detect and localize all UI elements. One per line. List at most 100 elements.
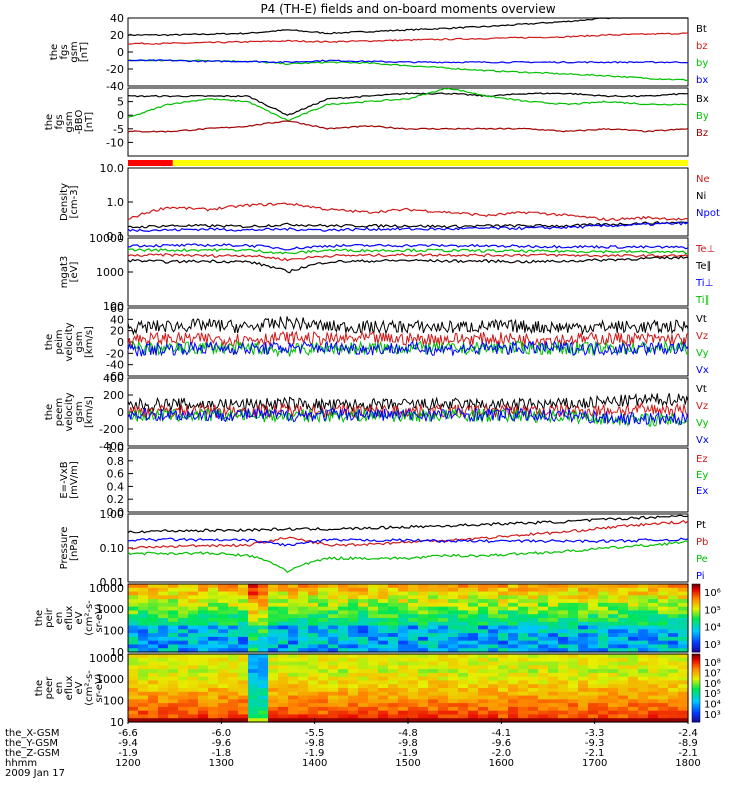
- heatmap-cell-peer_eflux: [298, 710, 309, 716]
- heatmap-cell-peer_eflux: [518, 676, 529, 682]
- heatmap-cell-peer_eflux: [208, 657, 219, 663]
- heatmap-cell-peir_eflux: [398, 618, 409, 623]
- heatmap-cell-peir_eflux: [388, 633, 399, 638]
- heatmap-cell-peer_eflux: [128, 684, 139, 689]
- ylabel-fgs_gse: fgs: [54, 114, 65, 129]
- heatmap-cell-peer_eflux: [548, 706, 559, 712]
- heatmap-cell-peir_eflux: [368, 606, 379, 612]
- ylabel-peim_velocity: velocity: [64, 322, 75, 361]
- heatmap-cell-peer_eflux: [388, 691, 399, 697]
- heatmap-cell-peir_eflux: [658, 606, 669, 612]
- heatmap-cell-peir_eflux: [488, 595, 499, 600]
- heatmap-cell-peir_eflux: [668, 621, 679, 627]
- heatmap-cell-peir_eflux: [198, 614, 209, 619]
- heatmap-cell-peir_eflux: [248, 610, 259, 615]
- heatmap-cell-peer_eflux: [338, 691, 349, 697]
- heatmap-cell-peir_eflux: [678, 602, 689, 608]
- heatmap-cell-peer_eflux: [638, 672, 649, 678]
- heatmap-cell-peir_eflux: [368, 602, 379, 608]
- heatmap-cell-peir_eflux: [568, 587, 579, 593]
- heatmap-cell-peir_eflux: [208, 602, 219, 608]
- xtick-label-z: -1.9: [305, 748, 325, 759]
- ytick-label-fgs_gse: 5: [117, 96, 124, 109]
- heatmap-cell-peir_eflux: [378, 591, 389, 596]
- heatmap-cell-peer_eflux: [428, 691, 439, 697]
- heatmap-cell-peir_eflux: [538, 602, 549, 608]
- heatmap-cell-peer_eflux: [488, 654, 499, 659]
- colorbar-cell-peer_eflux: [692, 716, 700, 719]
- heatmap-cell-peir_eflux: [518, 640, 529, 646]
- heatmap-cell-peir_eflux: [348, 610, 359, 615]
- heatmap-cell-peir_eflux: [298, 621, 309, 627]
- heatmap-cell-peer_eflux: [498, 699, 509, 704]
- ytick-label-peir_eflux: 10: [110, 646, 124, 659]
- heatmap-cell-peir_eflux: [678, 606, 689, 612]
- heatmap-cell-peer_eflux: [168, 691, 179, 697]
- heatmap-cell-peer_eflux: [258, 699, 269, 704]
- heatmap-cell-peir_eflux: [208, 587, 219, 593]
- heatmap-cell-peir_eflux: [458, 599, 469, 604]
- heatmap-cell-peir_eflux: [668, 584, 679, 589]
- colorbar-peir_eflux: [691, 583, 701, 653]
- heatmap-cell-peer_eflux: [648, 669, 659, 674]
- heatmap-cell-peir_eflux: [138, 602, 149, 608]
- heatmap-cell-peir_eflux: [188, 629, 199, 634]
- heatmap-cell-peer_eflux: [428, 654, 439, 659]
- heatmap-cell-peir_eflux: [398, 625, 409, 630]
- heatmap-cell-peer_eflux: [568, 654, 579, 659]
- heatmap-cell-peir_eflux: [388, 606, 399, 612]
- heatmap-cell-peir_eflux: [228, 640, 239, 646]
- heatmap-cell-peir_eflux: [208, 644, 219, 649]
- colorbar-cell-peir_eflux: [692, 608, 700, 611]
- heatmap-cell-peir_eflux: [198, 602, 209, 608]
- heatmap-cell-peer_eflux: [128, 699, 139, 704]
- heatmap-cell-peer_eflux: [488, 657, 499, 663]
- heatmap-cell-peer_eflux: [518, 661, 529, 666]
- series-line-pressure: [127, 519, 689, 550]
- colorbar-tick-peer_eflux: 10⁴: [704, 700, 721, 711]
- ytick-label-fgs_gsm: 40: [110, 12, 124, 25]
- heatmap-cell-peer_eflux: [558, 669, 569, 674]
- heatmap-cell-peer_eflux: [608, 654, 619, 659]
- heatmap-cell-peer_eflux: [458, 718, 469, 723]
- heatmap-cell-peer_eflux: [348, 669, 359, 674]
- heatmap-cell-peir_eflux: [318, 636, 329, 642]
- heatmap-cell-peer_eflux: [258, 688, 269, 693]
- colorbar-cell-peir_eflux: [692, 630, 700, 633]
- xtick-label-t: 1800: [675, 758, 700, 769]
- heatmap-cell-peer_eflux: [248, 661, 259, 666]
- heatmap-cell-peir_eflux: [358, 625, 369, 630]
- heatmap-cell-peer_eflux: [298, 706, 309, 712]
- heatmap-cell-peer_eflux: [318, 654, 329, 659]
- heatmap-cell-peir_eflux: [408, 602, 419, 608]
- colorbar-cell-peer_eflux: [692, 662, 700, 665]
- ytick-label-peer_eflux: 10: [110, 716, 124, 729]
- heatmap-cell-peir_eflux: [578, 644, 589, 649]
- heatmap-cell-peir_eflux: [458, 633, 469, 638]
- heatmap-cell-peir_eflux: [548, 591, 559, 596]
- heatmap-cell-peir_eflux: [528, 629, 539, 634]
- legend-mom_temp: Te⊥: [695, 244, 715, 255]
- xtick-label-t: 1600: [489, 758, 514, 769]
- heatmap-cell-peir_eflux: [138, 614, 149, 619]
- heatmap-cell-peir_eflux: [558, 602, 569, 608]
- heatmap-cell-peir_eflux: [238, 629, 249, 634]
- heatmap-cell-peer_eflux: [608, 688, 619, 693]
- heatmap-cell-peer_eflux: [338, 684, 349, 689]
- heatmap-cell-peer_eflux: [678, 695, 689, 700]
- heatmap-cell-peer_eflux: [398, 657, 409, 663]
- heatmap-cell-peir_eflux: [478, 602, 489, 608]
- heatmap-cell-peer_eflux: [148, 661, 159, 666]
- heatmap-cell-peer_eflux: [228, 691, 239, 697]
- colorbar-tick-peir_eflux: 10⁴: [704, 623, 721, 634]
- heatmap-cell-peer_eflux: [588, 669, 599, 674]
- heatmap-cell-peer_eflux: [128, 680, 139, 685]
- heatmap-cell-peir_eflux: [408, 618, 419, 623]
- heatmap-cell-peir_eflux: [308, 625, 319, 630]
- colorbar-tick-peir_eflux: 10⁵: [704, 605, 721, 616]
- heatmap-cell-peer_eflux: [648, 699, 659, 704]
- heatmap-cell-peer_eflux: [278, 703, 289, 708]
- heatmap-cell-peir_eflux: [198, 648, 209, 653]
- legend-efield: Ex: [696, 486, 708, 497]
- heatmap-cell-peir_eflux: [658, 644, 669, 649]
